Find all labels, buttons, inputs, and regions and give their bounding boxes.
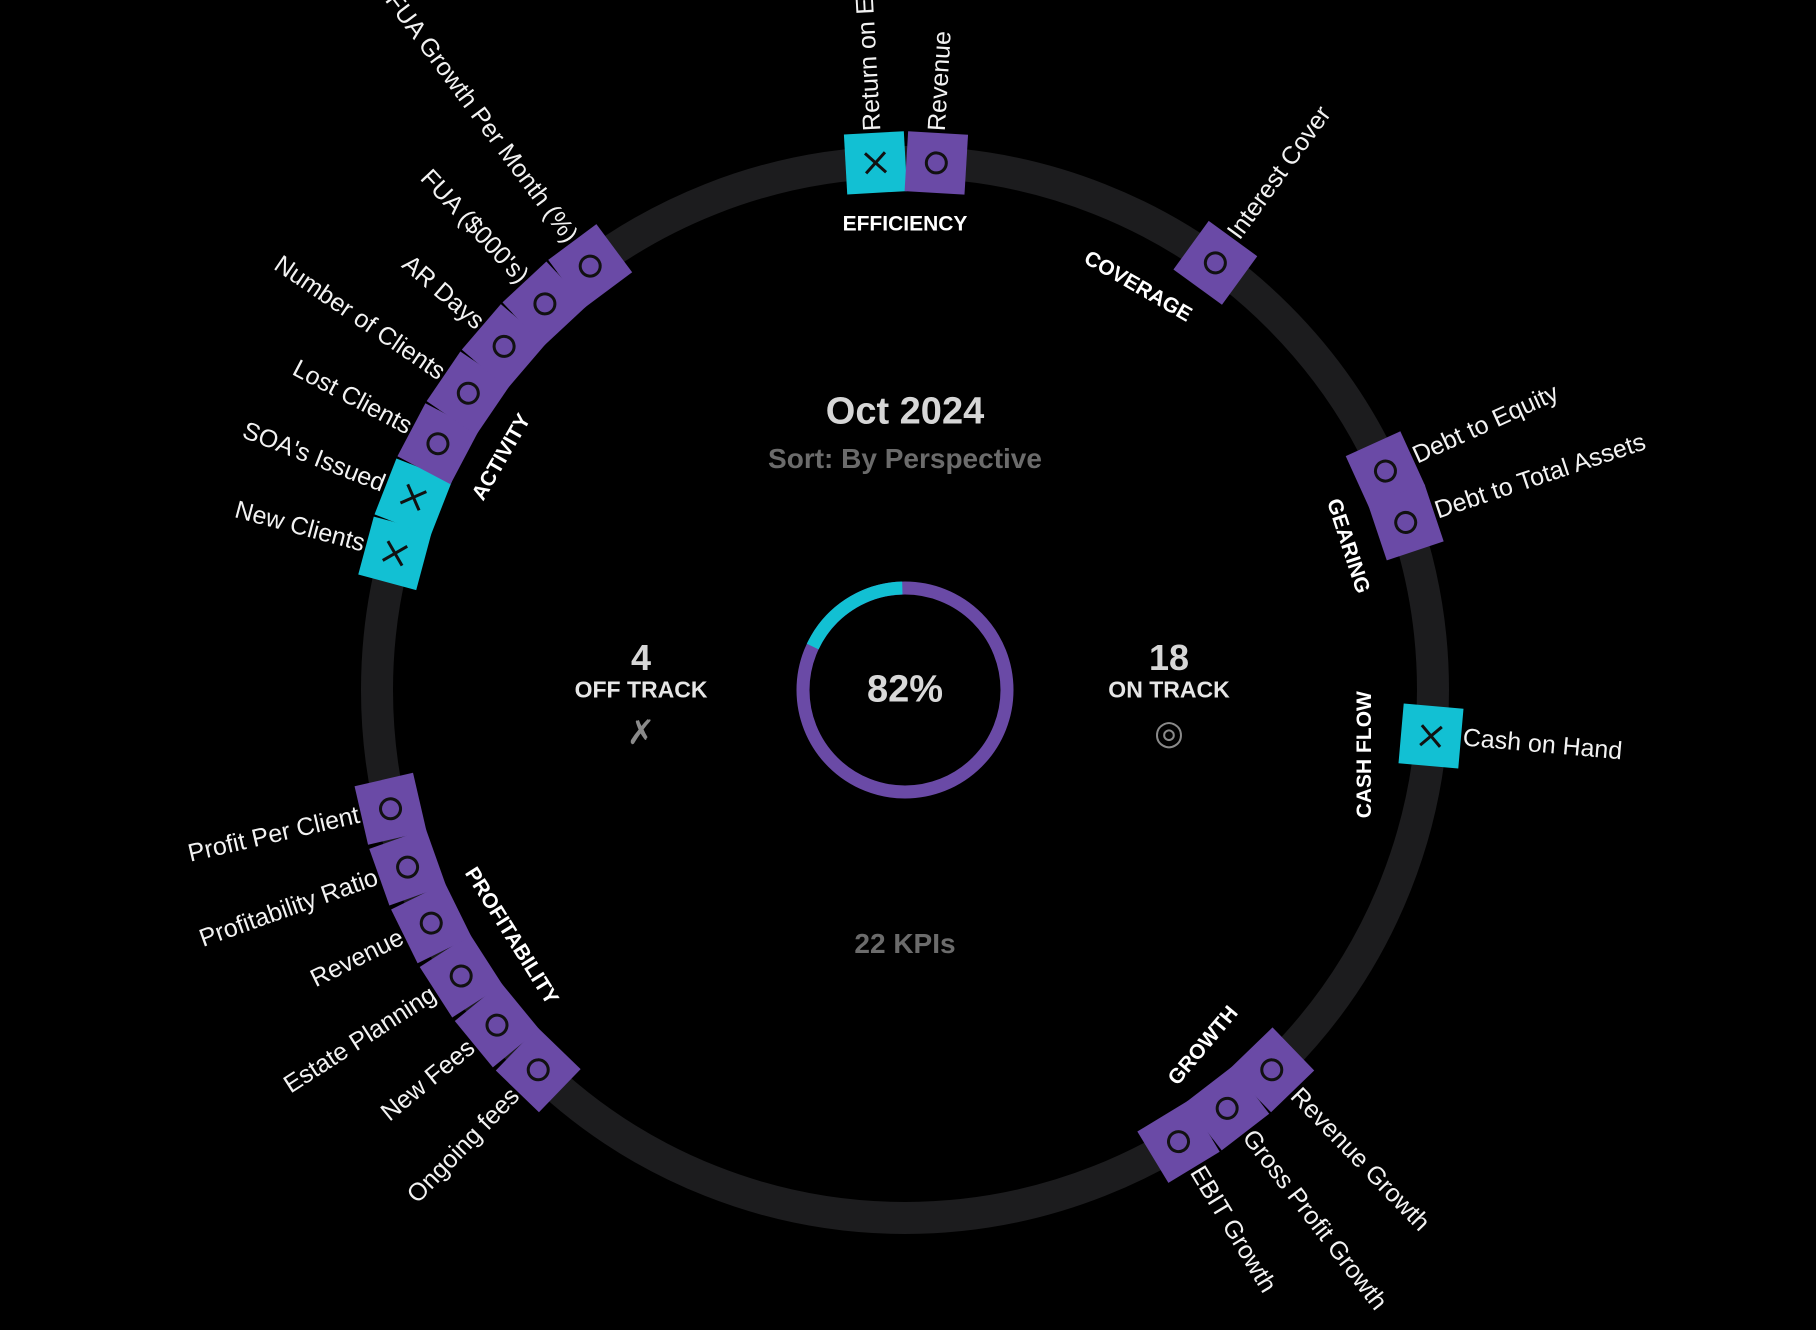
off-track-count: 4 <box>630 637 652 678</box>
kpi-label: New Clients <box>232 496 368 558</box>
kpi-box[interactable] <box>397 403 479 485</box>
circle-icon <box>492 334 516 358</box>
kpi-box-fill <box>495 1027 581 1113</box>
circle-icon <box>1203 251 1227 275</box>
kpi-box[interactable] <box>354 772 427 845</box>
on-track-count: 18 <box>1148 637 1190 678</box>
kpi-box[interactable] <box>843 131 908 195</box>
circle-icon <box>1167 1130 1191 1154</box>
kpi-label: Revenue <box>923 30 957 132</box>
circle-icon <box>456 381 480 405</box>
kpi-box[interactable] <box>454 982 540 1068</box>
cross-icon: ✗ <box>626 714 656 752</box>
cross-icon <box>381 540 408 567</box>
circle-icon <box>419 911 443 935</box>
circle-icon <box>379 797 403 821</box>
circle-icon <box>924 151 948 175</box>
cross-icon <box>1419 724 1443 748</box>
kpi-box-fill <box>454 982 540 1068</box>
circle-icon <box>1373 459 1397 483</box>
perspective-label: EFFICIENCY <box>843 213 968 236</box>
kpi-box-fill <box>419 934 503 1018</box>
kpi-box[interactable] <box>1398 703 1464 769</box>
progress-ring-track <box>796 581 1014 799</box>
perspective-label: GEARING <box>1322 496 1374 596</box>
kpi-label: Revenue <box>306 923 408 992</box>
progress-ring-off-track <box>806 581 903 650</box>
kpi-box-fill <box>904 131 969 195</box>
kpi-label: SOA's Issued <box>239 416 390 497</box>
on-track-label: ON TRACK <box>1108 676 1230 703</box>
kpi-box[interactable] <box>904 131 969 195</box>
kpi-box[interactable] <box>1345 431 1426 511</box>
kpi-box-fill <box>548 224 633 309</box>
kpi-label: EBIT Growth <box>1184 1161 1282 1298</box>
kpi-box[interactable] <box>1137 1100 1220 1183</box>
kpi-box-fill <box>391 882 472 964</box>
kpi-box[interactable] <box>374 458 453 537</box>
kpi-box[interactable] <box>548 224 633 309</box>
kpi-box[interactable] <box>358 516 432 591</box>
kpi-label: Return on Equity <box>848 0 886 132</box>
perspective-label: COVERAGE <box>1080 246 1196 326</box>
kpi-box-fill <box>354 772 427 845</box>
kpi-box[interactable] <box>1173 220 1258 305</box>
circle-icon <box>485 1013 509 1037</box>
period-title: Oct 2024 <box>825 390 985 433</box>
circle-icon <box>449 964 473 988</box>
circle-icon <box>1260 1058 1284 1082</box>
total-kpis: 22 KPIs <box>854 928 956 959</box>
circle-icon <box>396 855 420 879</box>
kpi-label: Profit Per Client <box>185 801 362 868</box>
kpi-label: Cash on Hand <box>1462 723 1624 765</box>
kpi-box-fill <box>1137 1100 1220 1183</box>
kpi-box-fill <box>1367 484 1444 561</box>
circle-icon <box>426 432 450 456</box>
kpi-box-fill <box>369 828 446 906</box>
cross-icon <box>399 483 427 511</box>
kpi-label: Interest Cover <box>1222 101 1337 244</box>
circle-icon <box>526 1058 550 1082</box>
kpi-box-fill <box>1345 431 1426 511</box>
kpi-box-fill <box>397 403 479 485</box>
kpi-label: Lost Clients <box>288 354 417 440</box>
target-circle-icon: ◎ <box>1154 714 1184 752</box>
off-track-label: OFF TRACK <box>574 676 708 703</box>
percent-on-track: 82% <box>866 668 944 711</box>
circle-icon <box>1215 1096 1239 1120</box>
kpi-box[interactable] <box>419 934 503 1018</box>
kpi-box[interactable] <box>369 828 446 906</box>
cross-icon <box>863 151 888 175</box>
kpi-box[interactable] <box>495 1027 581 1113</box>
kpi-label: Debt to Equity <box>1408 378 1563 469</box>
circle-icon <box>578 254 602 278</box>
kpi-box-fill <box>1173 220 1258 305</box>
kpi-label: FUA Growth Per Month (%) <box>380 0 584 248</box>
kpi-label: Profitability Ratio <box>196 863 382 952</box>
kpi-label: AR Days <box>397 250 490 335</box>
sort-selector[interactable]: Sort: By Perspective <box>768 443 1042 474</box>
kpi-box[interactable] <box>391 882 472 964</box>
kpi-label: New Fees <box>376 1034 481 1127</box>
kpi-box[interactable] <box>1367 484 1444 561</box>
circle-icon <box>533 292 557 316</box>
circle-icon <box>1394 510 1418 534</box>
perspective-label: CASH FLOW <box>1353 691 1376 818</box>
